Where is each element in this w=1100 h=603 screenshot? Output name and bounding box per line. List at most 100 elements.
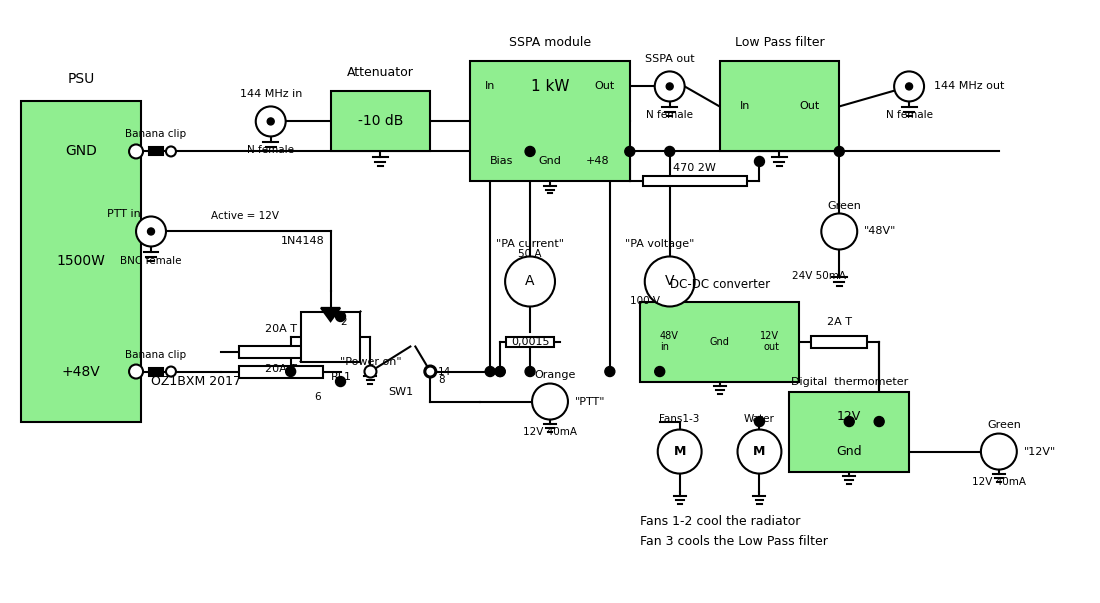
Text: A: A (526, 274, 535, 288)
Text: Active = 12V: Active = 12V (211, 212, 279, 221)
Text: +48: +48 (586, 156, 609, 166)
Text: "48V": "48V" (865, 227, 896, 236)
Circle shape (129, 365, 143, 379)
Text: 470 2W: 470 2W (673, 163, 716, 174)
Text: Orange: Orange (535, 370, 575, 379)
Text: 0,0015: 0,0015 (510, 336, 549, 347)
Bar (239, 365, 322, 377)
Text: Water: Water (744, 414, 774, 423)
Text: 24V 50mA: 24V 50mA (792, 271, 846, 282)
Circle shape (336, 376, 345, 387)
Circle shape (667, 83, 673, 90)
Circle shape (147, 228, 154, 235)
Text: 2: 2 (341, 317, 348, 326)
Circle shape (981, 434, 1016, 470)
Text: 20A T: 20A T (265, 364, 297, 373)
Text: SSPA module: SSPA module (509, 36, 591, 49)
Text: Fans1-3: Fans1-3 (660, 414, 700, 423)
Text: Fan 3 cools the Low Pass filter: Fan 3 cools the Low Pass filter (640, 535, 827, 548)
Circle shape (425, 365, 437, 377)
Text: PTT in: PTT in (108, 209, 141, 219)
Text: 12V: 12V (837, 410, 861, 423)
Circle shape (874, 417, 884, 426)
Text: In: In (485, 81, 495, 92)
Text: In: In (739, 101, 750, 112)
Text: Digital  thermometer: Digital thermometer (791, 376, 908, 387)
Circle shape (645, 256, 694, 306)
Text: N female: N female (248, 145, 294, 156)
Bar (331, 92, 430, 151)
Circle shape (822, 213, 857, 250)
Text: SSPA out: SSPA out (645, 54, 694, 65)
Circle shape (654, 367, 664, 376)
Circle shape (495, 367, 505, 376)
Text: N female: N female (886, 110, 933, 121)
Text: "12V": "12V" (1024, 447, 1056, 456)
Text: 12V 40mA: 12V 40mA (522, 426, 578, 437)
Text: RL1: RL1 (331, 371, 352, 382)
Circle shape (532, 384, 568, 420)
Circle shape (136, 216, 166, 247)
Text: Out: Out (595, 81, 615, 92)
Text: PSU: PSU (67, 72, 95, 86)
Text: Gnd: Gnd (539, 156, 561, 166)
Polygon shape (321, 308, 340, 321)
Text: 144 MHz in: 144 MHz in (240, 89, 301, 99)
Bar (21, 101, 141, 421)
Text: 1N4148: 1N4148 (280, 236, 324, 247)
Circle shape (495, 367, 505, 376)
Text: 48V
in: 48V in (660, 330, 679, 352)
Text: SW1: SW1 (388, 387, 412, 397)
Circle shape (426, 367, 436, 376)
Text: 8: 8 (438, 374, 444, 385)
Bar (790, 391, 909, 472)
Bar (300, 312, 361, 362)
Circle shape (129, 145, 143, 159)
Circle shape (505, 256, 556, 306)
Text: 12V 40mA: 12V 40mA (972, 476, 1026, 487)
Circle shape (664, 147, 674, 156)
Text: "PA voltage": "PA voltage" (625, 239, 694, 250)
Text: 12V
out: 12V out (760, 330, 780, 352)
Text: 6: 6 (314, 391, 320, 402)
Text: -10 dB: -10 dB (358, 115, 403, 128)
Circle shape (166, 367, 176, 376)
Circle shape (894, 71, 924, 101)
Circle shape (658, 429, 702, 473)
Circle shape (755, 156, 764, 166)
Bar (640, 302, 800, 382)
Text: 1 kW: 1 kW (530, 79, 570, 94)
Circle shape (737, 429, 781, 473)
Text: M: M (673, 445, 686, 458)
Text: Green: Green (827, 201, 861, 212)
Text: 144 MHz out: 144 MHz out (934, 81, 1004, 92)
Text: Gnd: Gnd (836, 445, 862, 458)
Text: V: V (664, 274, 674, 288)
Text: Gnd: Gnd (710, 336, 729, 347)
Circle shape (605, 367, 615, 376)
Bar (148, 148, 164, 156)
Text: GND: GND (65, 145, 97, 159)
Circle shape (426, 367, 436, 376)
Text: Banana clip: Banana clip (125, 350, 187, 359)
Text: +48V: +48V (62, 365, 100, 379)
Circle shape (286, 367, 296, 376)
Text: BNC female: BNC female (120, 256, 182, 267)
Circle shape (625, 147, 635, 156)
Text: Attenuator: Attenuator (346, 66, 414, 80)
Text: "PA current": "PA current" (496, 239, 564, 250)
Circle shape (336, 312, 345, 321)
Text: 2A T: 2A T (827, 317, 851, 326)
Text: 1500W: 1500W (57, 254, 106, 268)
Bar (642, 177, 747, 186)
Circle shape (166, 147, 176, 156)
Text: OZ1BXM 2017: OZ1BXM 2017 (151, 375, 241, 388)
Text: Green: Green (987, 420, 1021, 429)
Bar (148, 367, 164, 376)
Circle shape (267, 118, 274, 125)
Circle shape (364, 365, 376, 377)
Bar (506, 336, 554, 347)
Circle shape (905, 83, 913, 90)
Text: 50 A: 50 A (518, 250, 542, 259)
Text: DC-DC converter: DC-DC converter (670, 279, 770, 291)
